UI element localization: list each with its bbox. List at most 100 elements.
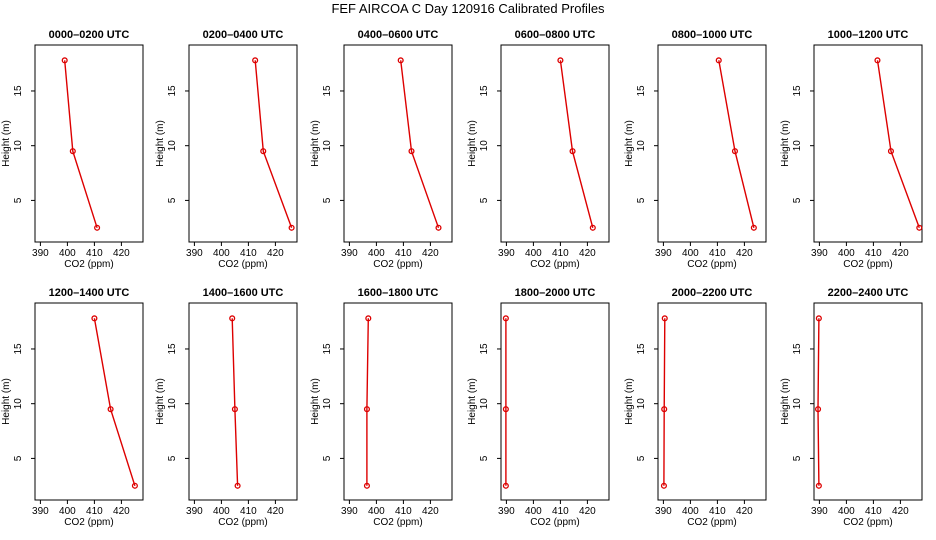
y-axis-label: Height (m) bbox=[310, 120, 321, 167]
data-point bbox=[365, 315, 372, 322]
y-tick-label: 5 bbox=[479, 197, 490, 203]
profile-panel: 2000–2200 UTC 390 400 410 420 5 10 15 CO2 (ppm) H… bbox=[624, 287, 767, 528]
x-axis-label: CO2 (ppm) bbox=[64, 517, 113, 528]
y-tick-label: 5 bbox=[479, 455, 490, 461]
profile-panel: 0400–0600 UTC 390 400 410 420 5 10 15 CO2 (ppm) H… bbox=[310, 29, 453, 270]
x-tick-label: 410 bbox=[240, 248, 257, 259]
profile-panel: 1000–1200 UTC 390 400 410 420 5 10 15 CO2 (ppm) H… bbox=[780, 29, 923, 270]
y-axis-label: Height (m) bbox=[310, 378, 321, 425]
profile-line bbox=[93, 318, 136, 487]
x-tick-label: 410 bbox=[865, 248, 882, 259]
x-tick-label: 420 bbox=[267, 248, 284, 259]
y-tick-label: 10 bbox=[13, 398, 24, 410]
x-axis-label: CO2 (ppm) bbox=[373, 517, 422, 528]
data-point bbox=[107, 406, 114, 413]
data-point bbox=[569, 148, 576, 155]
profile-line bbox=[254, 60, 293, 229]
y-tick-label: 15 bbox=[167, 85, 178, 97]
data-point bbox=[288, 224, 295, 231]
data-point bbox=[91, 315, 98, 322]
x-tick-label: 420 bbox=[736, 248, 753, 259]
panel-title: 0000–0200 UTC bbox=[49, 29, 130, 41]
data-point bbox=[435, 224, 442, 231]
plot-frame bbox=[343, 302, 453, 501]
data-point bbox=[814, 406, 822, 413]
x-tick-label: 410 bbox=[395, 506, 412, 517]
y-tick-label: 10 bbox=[792, 398, 803, 410]
x-tick-label: 400 bbox=[838, 248, 855, 259]
y-axis-label: Height (m) bbox=[780, 378, 791, 425]
data-point bbox=[815, 315, 822, 322]
x-tick-label: 400 bbox=[368, 248, 385, 259]
data-point bbox=[252, 57, 259, 64]
y-tick-label: 15 bbox=[792, 85, 803, 97]
profile-panel: 1200–1400 UTC 390 400 410 420 5 10 15 CO2 (ppm) H… bbox=[1, 287, 144, 528]
x-tick-label: 400 bbox=[525, 506, 542, 517]
profile-panel: 0200–0400 UTC 390 400 410 420 5 10 15 CO2 (ppm) H… bbox=[155, 29, 298, 270]
x-tick-label: 420 bbox=[113, 506, 130, 517]
y-tick-label: 15 bbox=[13, 85, 24, 97]
x-axis-label: CO2 (ppm) bbox=[218, 517, 267, 528]
profile-line bbox=[231, 318, 239, 486]
y-tick-label: 10 bbox=[636, 398, 647, 410]
y-axis-label: Height (m) bbox=[467, 120, 478, 167]
x-tick-label: 400 bbox=[213, 248, 230, 259]
profile-line bbox=[876, 60, 920, 229]
profile-panel: 0000–0200 UTC 390 400 410 420 5 10 15 CO2 (ppm) H… bbox=[1, 29, 144, 270]
y-tick-label: 10 bbox=[479, 398, 490, 410]
x-tick-label: 400 bbox=[368, 506, 385, 517]
profile-line bbox=[663, 318, 666, 486]
data-point bbox=[661, 315, 668, 322]
y-tick-label: 15 bbox=[792, 343, 803, 355]
profile-panel: 1800–2000 UTC 390 400 410 420 5 10 15 CO2 (ppm) H… bbox=[467, 287, 610, 528]
data-point bbox=[750, 224, 757, 231]
x-tick-label: 420 bbox=[113, 248, 130, 259]
plot-frame bbox=[500, 44, 610, 243]
x-tick-label: 390 bbox=[186, 248, 203, 259]
data-point bbox=[94, 224, 101, 231]
x-axis-label: CO2 (ppm) bbox=[843, 517, 892, 528]
x-tick-label: 420 bbox=[422, 248, 439, 259]
data-point bbox=[69, 148, 76, 155]
x-tick-label: 420 bbox=[422, 506, 439, 517]
panel-title: 1000–1200 UTC bbox=[828, 29, 909, 41]
y-axis-label: Height (m) bbox=[780, 120, 791, 167]
data-point bbox=[131, 482, 138, 489]
data-point bbox=[61, 57, 68, 64]
profile-panel: 1400–1600 UTC 390 400 410 420 5 10 15 CO2 (ppm) H… bbox=[155, 287, 298, 528]
y-tick-label: 10 bbox=[636, 140, 647, 152]
figure-title: FEF AIRCOA C Day 120916 Calibrated Profi… bbox=[331, 1, 605, 16]
y-tick-label: 5 bbox=[636, 197, 647, 203]
x-axis-label: CO2 (ppm) bbox=[218, 259, 267, 270]
y-tick-label: 15 bbox=[479, 343, 490, 355]
y-tick-label: 10 bbox=[479, 140, 490, 152]
data-point bbox=[231, 406, 238, 413]
y-tick-label: 5 bbox=[792, 455, 803, 461]
data-point bbox=[731, 148, 738, 155]
y-tick-label: 10 bbox=[13, 140, 24, 152]
y-tick-label: 15 bbox=[322, 343, 333, 355]
y-tick-label: 5 bbox=[167, 455, 178, 461]
y-tick-label: 5 bbox=[322, 197, 333, 203]
y-tick-label: 15 bbox=[322, 85, 333, 97]
x-axis-label: CO2 (ppm) bbox=[530, 517, 579, 528]
profile-line bbox=[366, 318, 369, 486]
y-tick-label: 10 bbox=[322, 140, 333, 152]
x-tick-label: 410 bbox=[865, 506, 882, 517]
y-tick-label: 10 bbox=[322, 398, 333, 410]
x-tick-label: 410 bbox=[240, 506, 257, 517]
y-tick-label: 15 bbox=[13, 343, 24, 355]
x-tick-label: 420 bbox=[579, 506, 596, 517]
plot-frame bbox=[188, 44, 298, 243]
plot-frame bbox=[657, 44, 767, 243]
profile-line bbox=[718, 60, 755, 228]
plot-frame bbox=[657, 302, 767, 501]
y-tick-label: 5 bbox=[322, 455, 333, 461]
panel-title: 1800–2000 UTC bbox=[515, 287, 596, 299]
profile-panel: 2200–2400 UTC 390 400 410 420 5 10 15 CO2 (ppm) H… bbox=[780, 287, 923, 528]
plot-frame bbox=[34, 302, 144, 501]
x-tick-label: 390 bbox=[811, 506, 828, 517]
data-point bbox=[397, 57, 404, 64]
x-tick-label: 420 bbox=[892, 248, 909, 259]
